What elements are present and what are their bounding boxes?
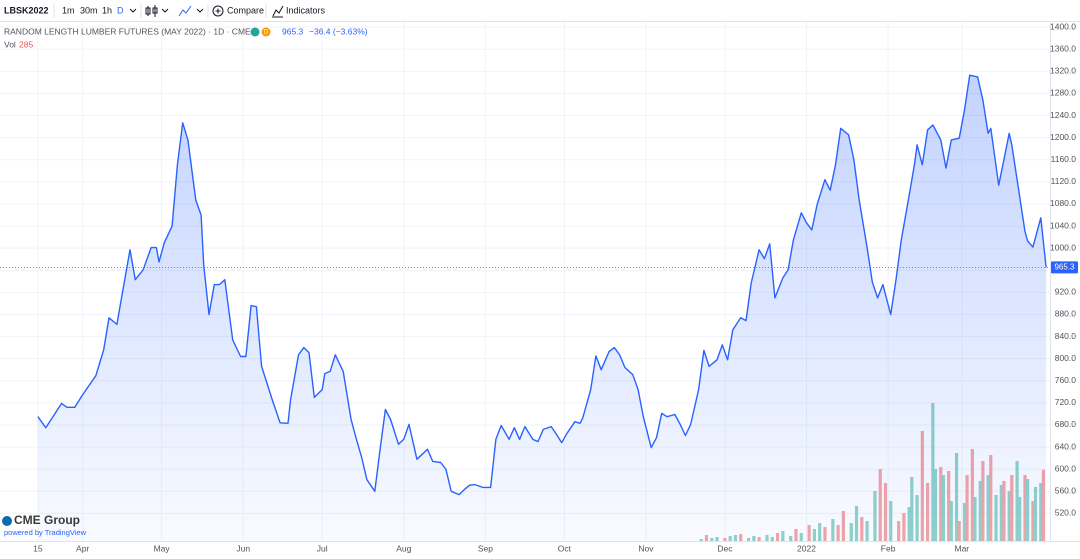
y-tick-label: 1120.0 (1051, 176, 1077, 186)
y-tick-label: 1200.0 (1050, 132, 1076, 142)
y-tick-label: 560.0 (1055, 486, 1077, 496)
volume-label: Vol (4, 39, 16, 49)
last-price-label: 965.3 (1054, 262, 1075, 271)
y-tick-label: 640.0 (1055, 441, 1077, 451)
y-tick-label: 1400.0 (1050, 21, 1076, 31)
brand: CME Group (14, 513, 80, 527)
badge (261, 27, 271, 37)
badge-label: D (264, 30, 269, 36)
y-tick-label: 1360.0 (1050, 44, 1076, 54)
y-tick-label: 1080.0 (1050, 198, 1076, 208)
interval[interactable]: 1h (102, 5, 112, 15)
x-tick-label: Jul (317, 543, 328, 553)
volume-value: 285 (19, 39, 33, 49)
y-tick-label: 1040.0 (1050, 220, 1076, 230)
legend-title: RANDOM LENGTH LUMBER FUTURES (MAY 2022) … (4, 26, 251, 36)
price-axis (1050, 22, 1080, 541)
x-tick-label: Sep (478, 543, 493, 553)
toolbar (0, 0, 1050, 21)
compare-icon[interactable] (215, 8, 221, 14)
x-tick-label: Aug (396, 543, 411, 553)
dropdown-icon[interactable] (196, 8, 204, 13)
indicators-button[interactable]: Indicators (286, 5, 326, 15)
area-fill (37, 75, 1047, 541)
plot-area: 520.0 560.0 600.0 640.0 680.0 720.0 760.0 800.0… (0, 20, 1080, 553)
compare-button[interactable]: Compare (227, 5, 264, 15)
y-tick-label: 1280.0 (1050, 88, 1076, 98)
y-tick-label: 800.0 (1055, 353, 1077, 363)
compare-icon[interactable] (212, 5, 224, 17)
x-tick-label: Oct (558, 543, 572, 553)
x-tick-label: 15 (33, 543, 43, 553)
legend-price: 965.3 (282, 26, 304, 36)
y-tick-label: 1240.0 (1050, 110, 1076, 120)
y-tick-label: 720.0 (1055, 397, 1077, 407)
y-tick-label: 1160.0 (1051, 154, 1077, 164)
legend-change: −36.4 (−3.63%) (309, 26, 368, 36)
indicators-icon[interactable] (272, 5, 284, 18)
dropdown-icon[interactable] (129, 8, 137, 13)
y-tick-label: 840.0 (1055, 331, 1077, 341)
interval[interactable]: 30m (80, 5, 98, 15)
x-tick-label: Feb (881, 543, 896, 553)
x-tick-label: Mar (954, 543, 969, 553)
x-tick-label: Jun (236, 543, 250, 553)
y-tick-label: 920.0 (1055, 287, 1077, 297)
price-line (37, 74, 1047, 496)
x-tick-label: 2022 (797, 543, 816, 553)
interval-active[interactable]: D (117, 5, 124, 15)
dropdown-icon[interactable] (161, 8, 169, 13)
y-tick-label: 1320.0 (1050, 66, 1076, 76)
area-icon[interactable] (178, 5, 192, 17)
y-tick-label: 600.0 (1055, 463, 1077, 473)
symbol[interactable]: LBSK2022 (4, 5, 49, 15)
candle-icon[interactable] (145, 5, 158, 17)
powered-by: powered by TradingView (4, 528, 87, 537)
last-price-tag (1051, 261, 1078, 274)
interval[interactable]: 1m (62, 5, 75, 15)
y-tick-label: 760.0 (1055, 375, 1077, 385)
y-tick-label: 680.0 (1055, 419, 1077, 429)
x-tick-label: May (154, 543, 171, 553)
status-dot (250, 27, 260, 37)
y-tick-label: 1000.0 (1050, 242, 1076, 252)
x-tick-label: Dec (717, 543, 733, 553)
x-tick-label: Nov (638, 543, 654, 553)
y-tick-label: 520.0 (1055, 508, 1077, 518)
x-tick-label: Apr (76, 543, 89, 553)
y-tick-label: 880.0 (1055, 309, 1077, 319)
cme-logo (2, 516, 12, 526)
